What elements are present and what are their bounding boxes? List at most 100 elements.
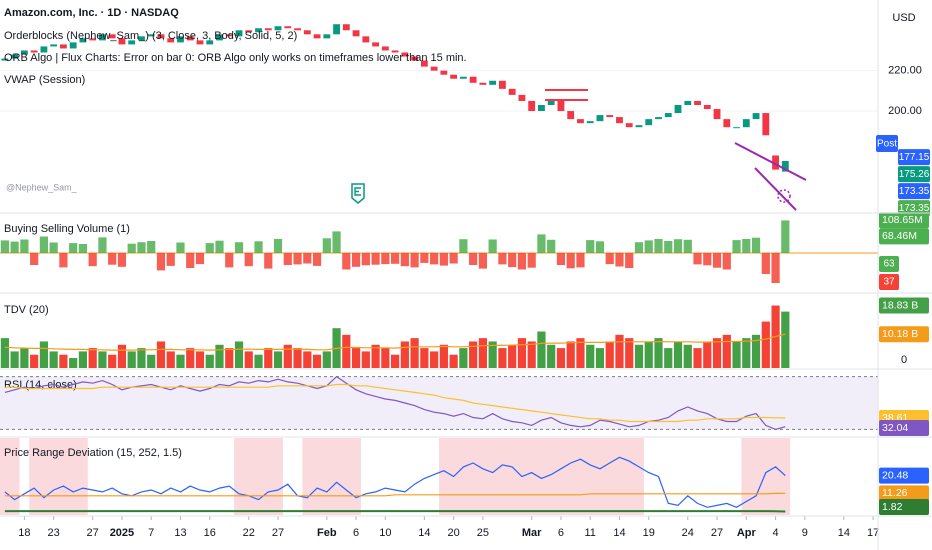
volume-bar	[69, 358, 78, 368]
volume-bar	[108, 354, 117, 368]
volume-bar	[127, 351, 136, 368]
symbol-title: Amazon.com, Inc. · 1D · NASDAQ	[4, 7, 179, 19]
y-tick-label: 220.00	[888, 65, 922, 77]
candle-body	[99, 34, 106, 41]
volume-bar	[654, 238, 663, 253]
candle-body	[255, 28, 262, 33]
earnings-icon[interactable]	[351, 183, 365, 204]
price-label: 173.35	[899, 186, 930, 197]
x-tick-label: Feb	[317, 527, 337, 539]
candle-body	[703, 104, 711, 110]
volume-bar	[469, 253, 478, 265]
volume-bar	[400, 253, 409, 267]
volume-bar	[517, 253, 527, 270]
x-tick-label: 27	[711, 527, 723, 539]
candle-body	[723, 119, 731, 128]
volume-bar	[234, 341, 244, 368]
axis-value-box	[879, 228, 929, 245]
candle-body	[645, 119, 653, 126]
volume-bar	[39, 236, 48, 253]
candle-body	[50, 44, 58, 47]
candle-body	[450, 74, 458, 79]
shaded-range	[439, 438, 644, 515]
volume-bar	[361, 351, 370, 368]
volume-bar	[547, 239, 556, 253]
candle-body	[11, 54, 19, 59]
volume-bar	[566, 341, 575, 368]
volume-bar	[761, 321, 770, 368]
candle-body	[547, 100, 555, 105]
x-tick-label: 11	[585, 527, 596, 539]
candle-body	[108, 34, 116, 39]
candle-body	[138, 36, 145, 41]
volume-bar	[517, 338, 527, 368]
price-label-box	[898, 149, 930, 166]
pane-title: Price Range Deviation (15, 252, 1.5)	[4, 447, 182, 459]
volume-bar	[556, 348, 566, 368]
volume-bar	[30, 253, 39, 265]
volume-bar	[781, 311, 790, 368]
volume-bar	[712, 253, 722, 268]
event-icon[interactable]	[777, 189, 791, 203]
volume-bar	[586, 344, 595, 368]
volume-bar	[625, 338, 634, 368]
percent-label: 37	[883, 277, 895, 288]
currency-label[interactable]: USD	[892, 12, 915, 24]
candle-body	[567, 111, 575, 120]
volume-bar	[273, 238, 283, 253]
volume-bar	[693, 348, 702, 368]
candle-body	[781, 160, 789, 172]
volume-bar	[186, 253, 195, 268]
x-tick-label: 27	[87, 527, 99, 539]
volume-bar	[78, 351, 88, 368]
pane-title: TDV (20)	[4, 304, 49, 316]
volume-bar	[459, 239, 468, 253]
volume-bar	[673, 239, 683, 253]
volume-bar	[400, 341, 409, 368]
volume-bar	[351, 253, 361, 267]
volume-bar	[244, 351, 253, 368]
volume-bar	[430, 253, 439, 265]
volume-bar	[742, 338, 751, 368]
volume-bar	[664, 241, 673, 253]
volume-bar	[147, 354, 156, 368]
candle-body	[528, 100, 536, 112]
ma-line	[4, 333, 786, 351]
candle-body	[479, 82, 487, 85]
candle-body	[284, 26, 292, 29]
volume-bar	[283, 344, 292, 368]
indicator-label[interactable]: Orderblocks (Nephew_Sam_) (3, Close, 3, …	[4, 30, 297, 42]
volume-bar	[195, 253, 205, 265]
volume-bar	[508, 253, 517, 268]
axis-value-label: 1.82	[882, 501, 903, 513]
candle-body	[1, 58, 9, 61]
volume-bar	[166, 351, 175, 368]
candle-body	[69, 42, 77, 49]
volume-bar	[264, 253, 273, 269]
x-tick-label: 20	[448, 527, 460, 539]
volume-bar	[644, 240, 653, 253]
candle-body	[391, 50, 399, 53]
volume-bar	[576, 253, 585, 268]
volume-bar	[49, 351, 58, 368]
volume-bar	[10, 351, 19, 368]
volume-bar	[381, 348, 390, 368]
indicator-label[interactable]: VWAP (Session)	[4, 74, 85, 86]
indicator-label[interactable]: ORB Algo | Flux Charts: Error on bar 0: …	[4, 52, 467, 64]
price-label-box	[898, 200, 930, 217]
volume-bar	[361, 253, 370, 266]
candle-body	[147, 34, 155, 37]
volume-bar	[410, 253, 419, 268]
volume-bar	[283, 253, 292, 265]
candle-body	[459, 76, 467, 79]
candle-body	[411, 56, 419, 61]
axis-value-label: 68.46M	[882, 230, 917, 242]
candle-body	[586, 121, 594, 124]
x-tick-label: 17	[867, 527, 879, 539]
volume-bar	[488, 239, 497, 253]
volume-bar	[537, 331, 546, 368]
volume-bar	[449, 354, 458, 368]
axis-value-label: 32.04	[882, 422, 908, 434]
volume-bar	[381, 253, 390, 265]
volume-bar	[439, 253, 448, 266]
